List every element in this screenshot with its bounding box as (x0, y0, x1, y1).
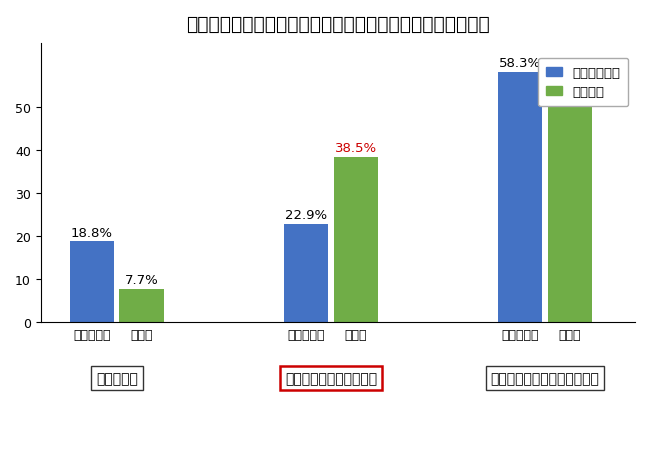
Bar (548, 92, 592, 322)
Text: 婚活パーティ・イベント: 婚活パーティ・イベント (285, 371, 377, 385)
Text: 53.8%: 53.8% (549, 76, 591, 89)
Bar (120, 289, 164, 322)
Text: 婚活（恋活）サイト・アプリ: 婚活（恋活）サイト・アプリ (491, 371, 599, 385)
Bar (333, 157, 378, 322)
Title: 》婚活サービスを通じて結婚した人の割合（サービス別）》: 》婚活サービスを通じて結婚した人の割合（サービス別）》 (186, 15, 489, 34)
Bar (70, 242, 114, 322)
Text: 18.8%: 18.8% (71, 226, 113, 239)
Text: 7.7%: 7.7% (125, 274, 159, 287)
Text: 58.3%: 58.3% (499, 57, 541, 70)
Text: 22.9%: 22.9% (285, 209, 327, 222)
Text: 結婚相談所: 結婚相談所 (96, 371, 138, 385)
Bar (284, 224, 328, 322)
Text: 38.5%: 38.5% (335, 142, 377, 155)
Legend: ：全国平均値, ：大阪府: ：全国平均値, ：大阪府 (538, 59, 629, 107)
Bar (498, 73, 542, 322)
